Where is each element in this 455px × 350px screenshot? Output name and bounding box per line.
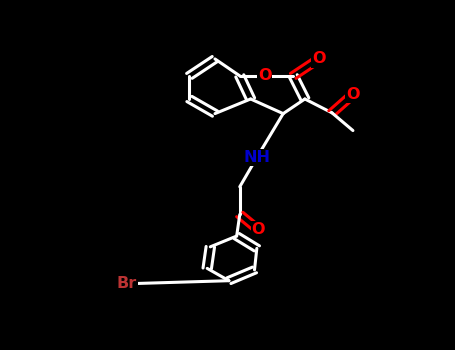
Text: O: O <box>258 68 271 83</box>
Text: Br: Br <box>116 276 137 291</box>
Text: O: O <box>312 51 326 66</box>
Text: O: O <box>252 222 265 237</box>
Text: NH: NH <box>243 150 270 165</box>
Text: O: O <box>346 87 359 102</box>
